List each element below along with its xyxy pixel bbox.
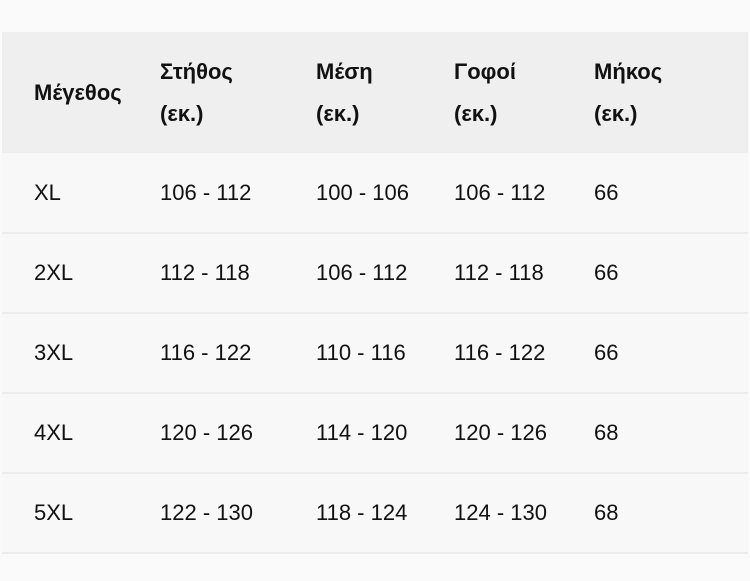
chest-cell: 122 - 130 — [160, 500, 253, 525]
chest-cell: 112 - 118 — [160, 260, 250, 285]
size-cell: XL — [34, 179, 61, 205]
table-row: 5XL 122 - 130 118 - 124 124 - 130 68 — [2, 473, 748, 553]
header-unit: (εκ.) — [160, 100, 204, 126]
header-row: Μέγεθος Στήθος (εκ.) Μέση (εκ.) Γοφοί (εκ.)… — [2, 32, 748, 153]
header-label: Μέγεθος — [34, 79, 122, 105]
size-cell: 3XL — [34, 340, 74, 365]
hips-cell: 124 - 130 — [454, 500, 547, 525]
header-hips: Γοφοί (εκ.) — [454, 32, 594, 153]
hips-cell: 112 - 118 — [454, 260, 544, 285]
waist-cell: 114 - 120 — [316, 420, 408, 445]
header-unit: (εκ.) — [316, 100, 360, 126]
header-label: Μέση — [316, 58, 373, 84]
header-label: Μήκος — [594, 58, 663, 84]
size-chart-table: Μέγεθος Στήθος (εκ.) Μέση (εκ.) Γοφοί (εκ.)… — [2, 32, 748, 554]
header-label: Στήθος — [160, 58, 233, 84]
length-cell: 68 — [594, 500, 619, 525]
table-row: 2XL 112 - 118 106 - 112 112 - 118 66 — [2, 233, 748, 313]
length-cell: 68 — [594, 420, 619, 445]
length-cell: 66 — [594, 340, 619, 365]
hips-cell: 120 - 126 — [454, 420, 547, 445]
header-length: Μήκος (εκ.) — [594, 32, 748, 153]
waist-cell: 100 - 106 — [316, 179, 409, 205]
table-row: XL 106 - 112 100 - 106 106 - 112 66 — [2, 153, 748, 233]
hips-cell: 106 - 112 — [454, 179, 546, 205]
waist-cell: 118 - 124 — [316, 500, 408, 525]
hips-cell: 116 - 122 — [454, 340, 546, 365]
size-cell: 2XL — [34, 260, 74, 285]
chest-cell: 106 - 112 — [160, 179, 252, 205]
table-row: 4XL 120 - 126 114 - 120 120 - 126 68 — [2, 393, 748, 473]
header-chest: Στήθος (εκ.) — [160, 32, 316, 153]
size-cell: 5XL — [34, 500, 74, 525]
chest-cell: 120 - 126 — [160, 420, 253, 445]
table-row: 3XL 116 - 122 110 - 116 116 - 122 66 — [2, 313, 748, 393]
header-unit: (εκ.) — [454, 100, 498, 126]
header-unit: (εκ.) — [594, 100, 638, 126]
header-size: Μέγεθος — [2, 32, 160, 153]
size-cell: 4XL — [34, 420, 74, 445]
header-label: Γοφοί — [454, 58, 516, 84]
length-cell: 66 — [594, 260, 619, 285]
waist-cell: 110 - 116 — [316, 340, 406, 365]
chest-cell: 116 - 122 — [160, 340, 252, 365]
waist-cell: 106 - 112 — [316, 260, 408, 285]
length-cell: 66 — [594, 179, 619, 205]
header-waist: Μέση (εκ.) — [316, 32, 454, 153]
